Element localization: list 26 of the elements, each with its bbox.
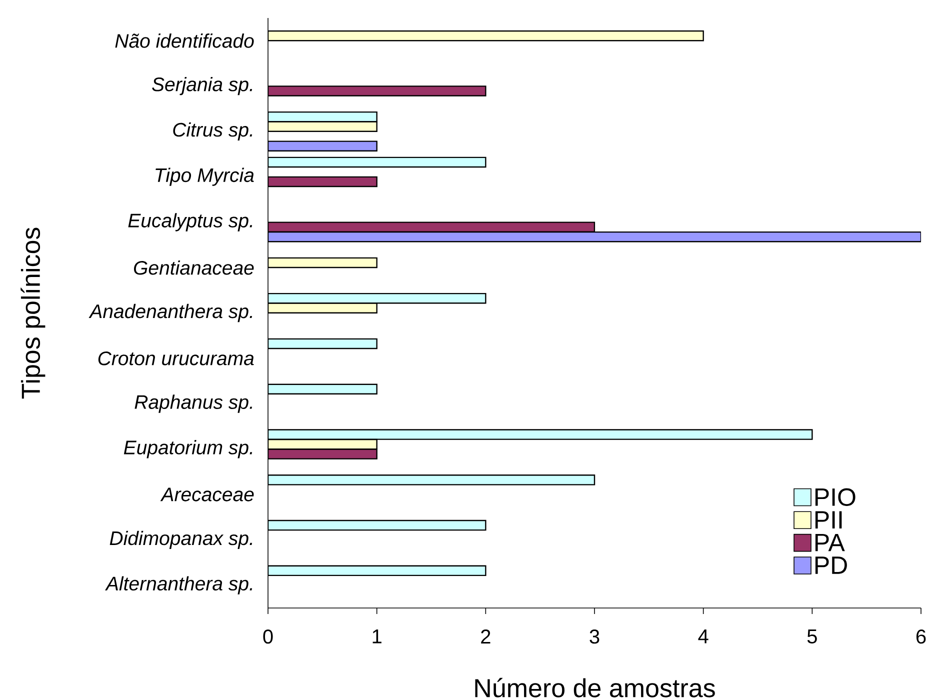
y-axis-title: Tipos polínicos xyxy=(20,228,46,399)
x-tick-label: 2 xyxy=(481,630,490,644)
x-axis-title: Número de amostras xyxy=(475,678,715,698)
y-tick-label: Croton urucurama xyxy=(98,351,254,366)
y-tick-label: Anadenanthera sp. xyxy=(88,304,252,322)
y-tick-label: Eupatorium sp. xyxy=(124,440,252,458)
x-tick-label: 5 xyxy=(807,630,817,644)
legend-label: PA xyxy=(815,534,845,552)
legend-label: PIO xyxy=(815,488,856,506)
y-tick-label: Didimopanax sp. xyxy=(110,530,252,550)
x-tick-label: 1 xyxy=(372,630,382,644)
x-tick-label: 4 xyxy=(698,630,708,644)
y-tick-label: Citrus sp. xyxy=(173,122,252,141)
y-tick-label: Serjania sp. xyxy=(152,76,252,96)
y-tick-label: Raphanus sp. xyxy=(134,394,252,413)
x-tick-label: 0 xyxy=(263,630,273,644)
x-tick-label: 3 xyxy=(590,630,600,644)
y-tick-label: Alternanthera sp. xyxy=(105,576,252,594)
y-tick-label: Eucalyptus sp. xyxy=(128,213,252,232)
y-tick-label: Tipo Myrcia xyxy=(156,168,254,186)
y-tick-label: Gentianaceae xyxy=(134,260,254,275)
legend-label: PD xyxy=(815,556,847,574)
y-tick-label: Não identificado xyxy=(115,34,254,48)
legend-label: PII xyxy=(815,511,842,528)
x-tick-label: 6 xyxy=(916,630,926,644)
y-tick-label: Arecaceae xyxy=(160,488,254,502)
